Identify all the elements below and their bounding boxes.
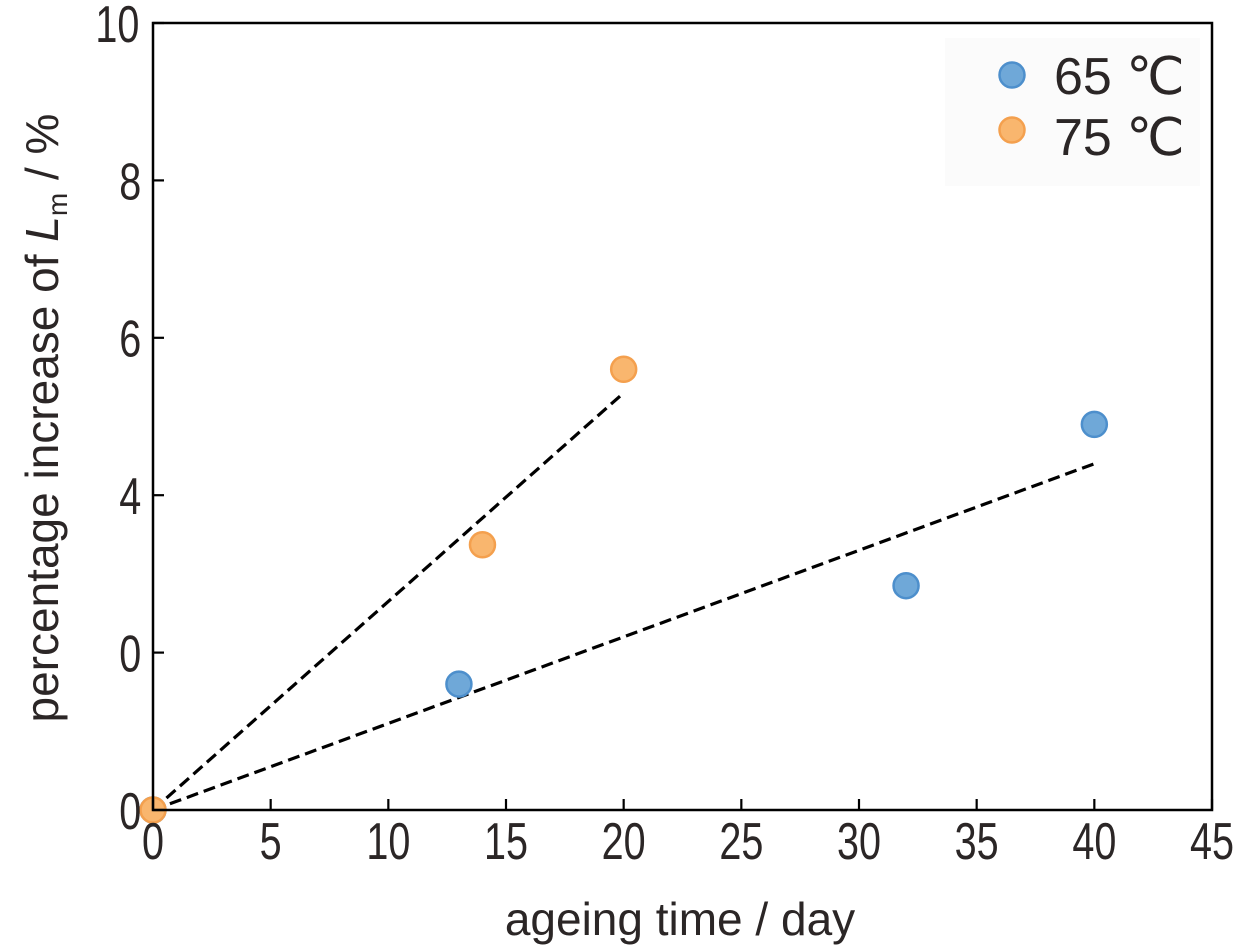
y-axis-title-symbol: L [16, 216, 68, 242]
legend-marker-65 [998, 61, 1026, 89]
x-tick-label: 20 [602, 812, 646, 870]
y-axis-title-subscript: m [42, 193, 73, 216]
y-axis-title-prefix: percentage increase of [16, 242, 68, 723]
data-point [468, 531, 497, 559]
y-tick-label: 0 [119, 782, 141, 840]
x-tick-label: 0 [142, 812, 164, 870]
y-tick-label: 10 [95, 0, 139, 53]
x-tick-label: 10 [366, 812, 410, 870]
y-tick-label: 8 [119, 152, 141, 210]
data-point [445, 670, 473, 698]
y-tick-label: 0 [119, 624, 141, 682]
y-tick-label: 6 [119, 310, 141, 368]
legend-marker-75 [998, 116, 1026, 144]
y-axis-title-suffix: / % [16, 114, 68, 193]
legend-box [945, 38, 1200, 186]
data-points [139, 355, 1109, 824]
x-tick-label: 5 [260, 812, 282, 870]
legend-label-75: 75 ℃ [1054, 109, 1185, 167]
x-tick-label: 25 [719, 812, 763, 870]
fit-lines [151, 391, 1095, 812]
x-tick-label: 40 [1072, 812, 1116, 870]
y-tick-label: 4 [119, 467, 141, 525]
plot-frame [151, 21, 1214, 812]
x-tick-label: 30 [837, 812, 881, 870]
x-tick-label: 35 [955, 812, 999, 870]
data-point [892, 571, 920, 600]
x-tick-label: 45 [1190, 812, 1234, 870]
fit-line [152, 462, 1095, 812]
data-point [1080, 410, 1109, 439]
fit-line [151, 391, 625, 812]
axes [151, 21, 1214, 812]
y-axis-title: percentage increase of Lm / % [16, 114, 73, 723]
legend-item-65: 65 ℃ [998, 48, 1185, 106]
x-tick-label: 15 [484, 812, 528, 870]
legend-label-65: 65 ℃ [1054, 48, 1185, 106]
data-point [609, 355, 638, 384]
legend: 65 ℃ 75 ℃ [945, 38, 1200, 186]
legend-item-75: 75 ℃ [998, 109, 1185, 167]
x-axis-title: ageing time / day [505, 893, 855, 945]
